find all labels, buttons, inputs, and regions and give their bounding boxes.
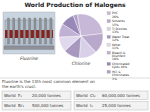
legend-swatch xyxy=(107,12,111,15)
text-line: 12% xyxy=(112,38,119,42)
legend-swatch xyxy=(107,62,111,65)
table-value: 25,000 tonnes xyxy=(102,103,131,108)
machine-column xyxy=(18,18,20,44)
table-label: World Cl₂ xyxy=(76,93,96,98)
table-label: World F₂ xyxy=(4,93,22,98)
machine-column xyxy=(50,18,52,44)
legend-entry: ChlorinatedCpds 10% xyxy=(112,62,129,69)
machine-column xyxy=(29,18,31,44)
machine-column xyxy=(39,18,41,44)
table-cell xyxy=(74,91,148,100)
text-line: 13% xyxy=(112,30,119,34)
pie-label: Chlorine xyxy=(72,61,91,66)
table-value: 60,000,000 tonnes xyxy=(102,93,140,98)
machine-column xyxy=(8,18,10,44)
legend-swatch xyxy=(107,43,111,46)
pie-slice xyxy=(73,14,81,36)
pie-slice xyxy=(59,36,81,51)
legend-swatch xyxy=(107,70,111,73)
table-label: World I₂ xyxy=(76,103,93,108)
table-value: 20,000 tonnes xyxy=(32,93,61,98)
text-line: 10% xyxy=(112,57,119,61)
machine-image xyxy=(3,12,55,54)
table-cell xyxy=(74,102,148,111)
table-label: World Br₂ xyxy=(4,103,24,108)
table-value: 500,000 tonnes xyxy=(32,103,63,108)
machine-column xyxy=(34,18,36,44)
machine-column xyxy=(13,18,15,44)
pie xyxy=(59,14,103,58)
table-cell xyxy=(2,91,71,100)
title: World Production of Halogens xyxy=(24,1,126,9)
legend-swatch xyxy=(107,35,111,38)
text-line: 26% xyxy=(112,15,119,19)
table-cell xyxy=(2,102,71,111)
legend-entry: PVC26% xyxy=(112,11,119,18)
machine-column xyxy=(45,18,47,44)
machine-base xyxy=(4,46,54,50)
legend-entry: HCl &Chlorinates3% xyxy=(112,70,129,81)
subtitle: the earth's crust. xyxy=(2,84,36,89)
text-line: 15% xyxy=(112,23,119,27)
legend-swatch xyxy=(107,51,111,54)
pie-slice xyxy=(77,14,103,36)
legend-entry: Ti Dioxide13% xyxy=(111,27,127,34)
legend-entry: Solvents15% xyxy=(112,19,125,26)
text-line: Cpds 10% xyxy=(112,65,127,69)
image-background xyxy=(3,12,55,54)
machine-column xyxy=(23,18,25,44)
pie-slice xyxy=(79,36,96,58)
legend-entry: Water Treat.12% xyxy=(112,35,130,42)
legend-entry: Other11% xyxy=(112,43,121,50)
legend-entry: Bleach &Disinfect.10% xyxy=(112,51,126,62)
legend-swatch xyxy=(107,20,111,23)
legend-swatch xyxy=(107,28,111,31)
text-line: 11% xyxy=(112,46,119,50)
image-label: Fluorine xyxy=(20,56,38,61)
text-line: 3% xyxy=(112,77,117,81)
